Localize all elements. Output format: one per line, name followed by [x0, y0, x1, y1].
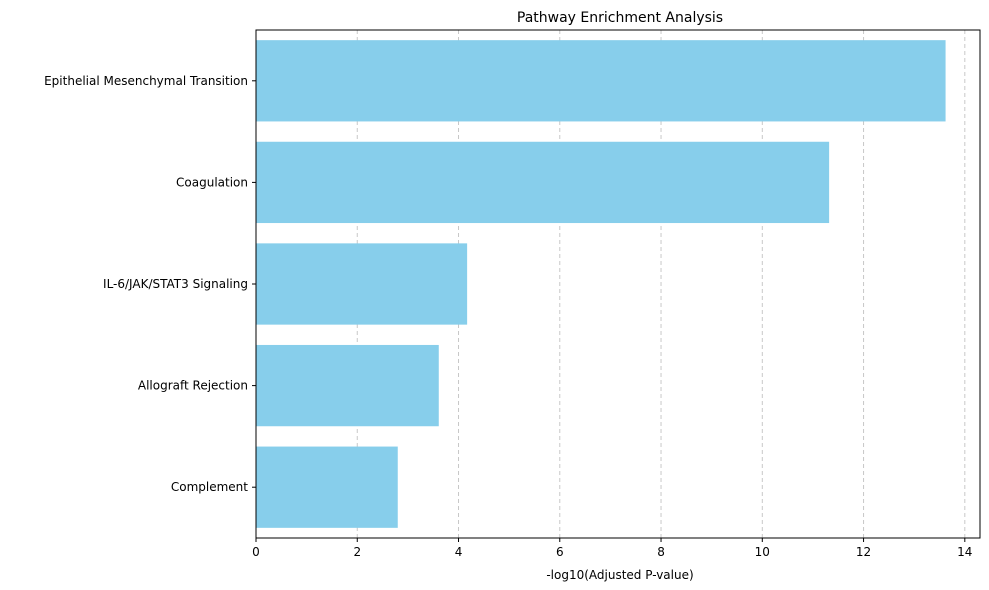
bar	[256, 446, 398, 528]
x-axis-label: -log10(Adjusted P-value)	[546, 568, 693, 582]
y-tick-label: Complement	[171, 480, 248, 494]
x-tick-label: 4	[455, 545, 463, 559]
bar	[256, 141, 830, 224]
y-axis-ticks: Epithelial Mesenchymal Transition Coagula…	[44, 74, 256, 494]
x-tick-label: 12	[856, 545, 871, 559]
bar	[256, 243, 468, 325]
y-tick-label: Coagulation	[176, 175, 248, 189]
x-tick-label: 0	[252, 545, 260, 559]
y-tick-label: Allograft Rejection	[138, 379, 248, 393]
y-tick-label: Epithelial Mesenchymal Transition	[44, 74, 248, 88]
bar	[256, 344, 439, 427]
x-tick-label: 8	[657, 545, 665, 559]
chart-title: Pathway Enrichment Analysis	[517, 10, 723, 26]
y-tick-label: IL-6/JAK/STAT3 Signaling	[103, 277, 248, 291]
x-axis-ticks: 0 2 4 6 8 10 12 14	[252, 538, 972, 559]
x-tick-label: 6	[556, 545, 564, 559]
bar	[256, 40, 946, 122]
x-tick-label: 14	[957, 545, 972, 559]
x-tick-label: 2	[353, 545, 361, 559]
bars	[256, 40, 946, 528]
x-tick-label: 10	[755, 545, 770, 559]
